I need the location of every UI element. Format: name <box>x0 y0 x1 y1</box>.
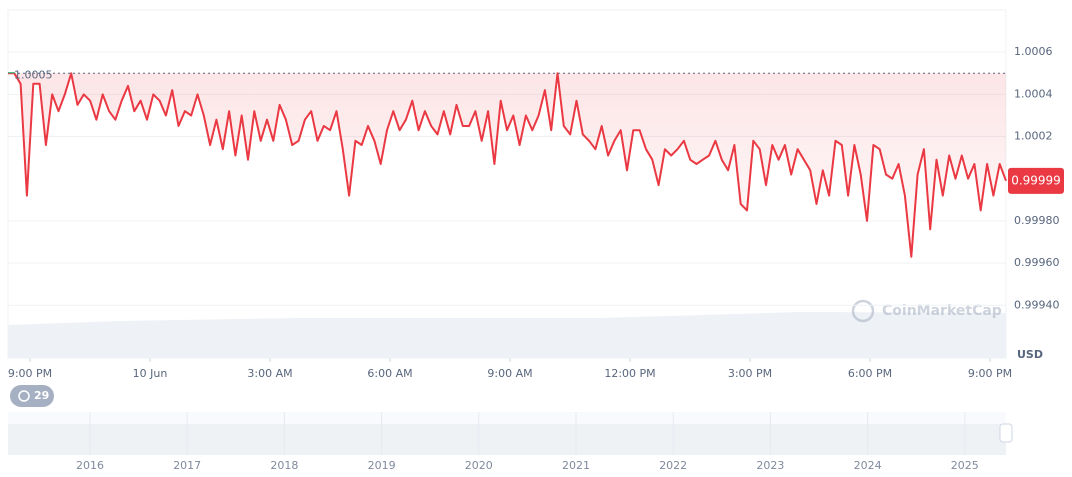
watermark-text: CoinMarketCap <box>882 303 1002 319</box>
navigator-label: 2019 <box>368 459 396 472</box>
volume <box>8 312 1006 358</box>
navigator-label: 2016 <box>76 459 104 472</box>
navigator-label: 2017 <box>173 459 201 472</box>
x-tick-label: 9:00 PM <box>8 367 52 380</box>
y-tick-label: 0.99940 <box>1014 298 1060 311</box>
navigator-label: 2020 <box>465 459 493 472</box>
current-label: 0.99999 <box>1011 173 1061 187</box>
x-tick-label: 6:00 PM <box>848 367 892 380</box>
y-tick-label: 1.0004 <box>1014 87 1053 100</box>
x-tick-label: 12:00 PM <box>604 367 655 380</box>
navigator-label: 2022 <box>659 459 687 472</box>
navigator-label: 2025 <box>951 459 979 472</box>
navigator-label: 2023 <box>756 459 784 472</box>
x-tick-label: 3:00 PM <box>728 367 772 380</box>
x-tick-label: 9:00 AM <box>487 367 532 380</box>
y-tick-label: 1.0006 <box>1014 45 1053 58</box>
y-tick-label: 0.99960 <box>1014 256 1060 269</box>
price-line <box>8 72 1007 258</box>
navigator-label: 2021 <box>562 459 590 472</box>
navigator-label: 2018 <box>270 459 298 472</box>
navigator[interactable] <box>8 412 1013 455</box>
navigator-label: 2024 <box>854 459 882 472</box>
badge[interactable]: 29 <box>10 385 54 407</box>
area <box>8 73 1006 257</box>
watermark: CoinMarketCap <box>851 299 1002 323</box>
current-marker <box>1008 167 1064 194</box>
x-tick-label: 6:00 AM <box>367 367 412 380</box>
x-tick-label: 3:00 AM <box>247 367 292 380</box>
y-tick-label: 1.0002 <box>1014 130 1053 143</box>
high-label: 1.0005 <box>14 68 53 81</box>
badge-text: 29 <box>34 389 49 402</box>
currency-label: USD <box>1017 348 1043 361</box>
plot-frame <box>7 9 1007 359</box>
x-tick-label: 9:00 PM <box>968 367 1012 380</box>
x-tick-label: 10 Jun <box>133 367 168 380</box>
y-tick-label: 0.99980 <box>1014 214 1060 227</box>
